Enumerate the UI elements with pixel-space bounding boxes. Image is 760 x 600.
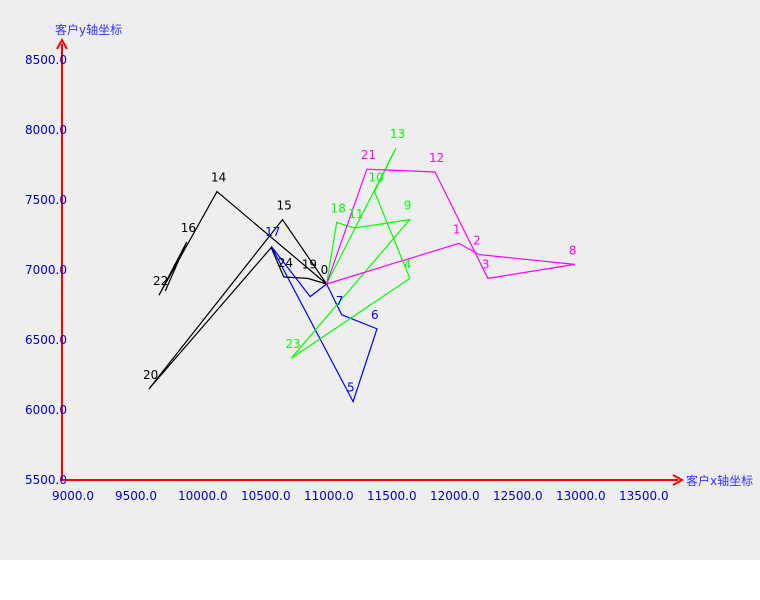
customer-label: 22 — [153, 274, 168, 288]
customer-label: 8 — [569, 243, 577, 257]
y-tick-label: 8500.0 — [25, 53, 67, 67]
customer-label: 19 — [302, 257, 317, 271]
customer-label: 16 — [181, 221, 196, 235]
x-tick-label: 9500.0 — [115, 489, 157, 503]
x-axis-arrow — [672, 474, 685, 486]
x-tick-label: 12500.0 — [493, 489, 543, 503]
point-labels-group: 0 19 24 20 15 14 22 16 17 5 6 7 18 11 9 23 4 10 13 12 8 3 12 21 — [143, 127, 577, 394]
x-tick-label: 11500.0 — [367, 489, 417, 503]
y-tick-label: 6500.0 — [25, 333, 67, 347]
series-group — [148, 147, 575, 404]
y-tick-label: 8000.0 — [25, 123, 67, 137]
route-line-3 — [326, 168, 575, 285]
customer-label: 9 — [404, 199, 412, 213]
customer-label: 13 — [390, 127, 405, 141]
customer-label: 18 — [331, 201, 346, 215]
y-tick-label: 7000.0 — [25, 263, 67, 277]
chart-panel: 9000.0 9500.0 10000.0 10500.0 11000.0 11500.0… — [0, 0, 760, 560]
customer-label: 5 — [347, 381, 355, 395]
customer-label: 1 — [453, 222, 461, 236]
customer-label: 6 — [371, 308, 379, 322]
y-tick-label: 7500.0 — [25, 193, 67, 207]
x-tick-label: 10000.0 — [178, 489, 228, 503]
y-tick-label: 6000.0 — [25, 403, 67, 417]
x-tick-label: 13000.0 — [556, 489, 606, 503]
x-tick-label: 13500.0 — [619, 489, 669, 503]
customer-label: 0 — [321, 263, 329, 277]
customer-label: 23 — [285, 337, 300, 351]
x-axis-title: 客户x轴坐标 — [686, 473, 753, 488]
x-tick-label: 9000.0 — [52, 489, 94, 503]
customer-label: 7 — [336, 294, 344, 308]
route-line-2 — [290, 147, 412, 359]
route-line-1 — [270, 245, 378, 404]
x-tick-label: 10500.0 — [241, 489, 291, 503]
customer-label: 21 — [361, 148, 376, 162]
customer-label: 11 — [348, 207, 363, 221]
x-tick-label: 12000.0 — [430, 489, 480, 503]
y-axis-arrow — [56, 37, 68, 50]
customer-label: 10 — [368, 171, 383, 185]
customer-label: 12 — [429, 151, 444, 165]
customer-label: 3 — [482, 257, 490, 271]
customer-label: 15 — [277, 199, 292, 213]
x-tick-label: 11000.0 — [304, 489, 354, 503]
route-line-0 — [148, 190, 328, 390]
customer-label: 14 — [211, 171, 226, 185]
customer-label: 20 — [143, 368, 158, 382]
customer-label: 17 — [265, 225, 280, 239]
customer-label: 2 — [473, 234, 481, 248]
route-chart: 9000.0 9500.0 10000.0 10500.0 11000.0 11500.0… — [25, 22, 753, 503]
customer-label: 4 — [404, 257, 412, 271]
customer-label: 24 — [278, 256, 293, 270]
axes-group: 9000.0 9500.0 10000.0 10500.0 11000.0 11500.0… — [25, 22, 753, 503]
y-axis-title: 客户y轴坐标 — [55, 22, 122, 37]
y-tick-label: 5500.0 — [25, 473, 67, 487]
